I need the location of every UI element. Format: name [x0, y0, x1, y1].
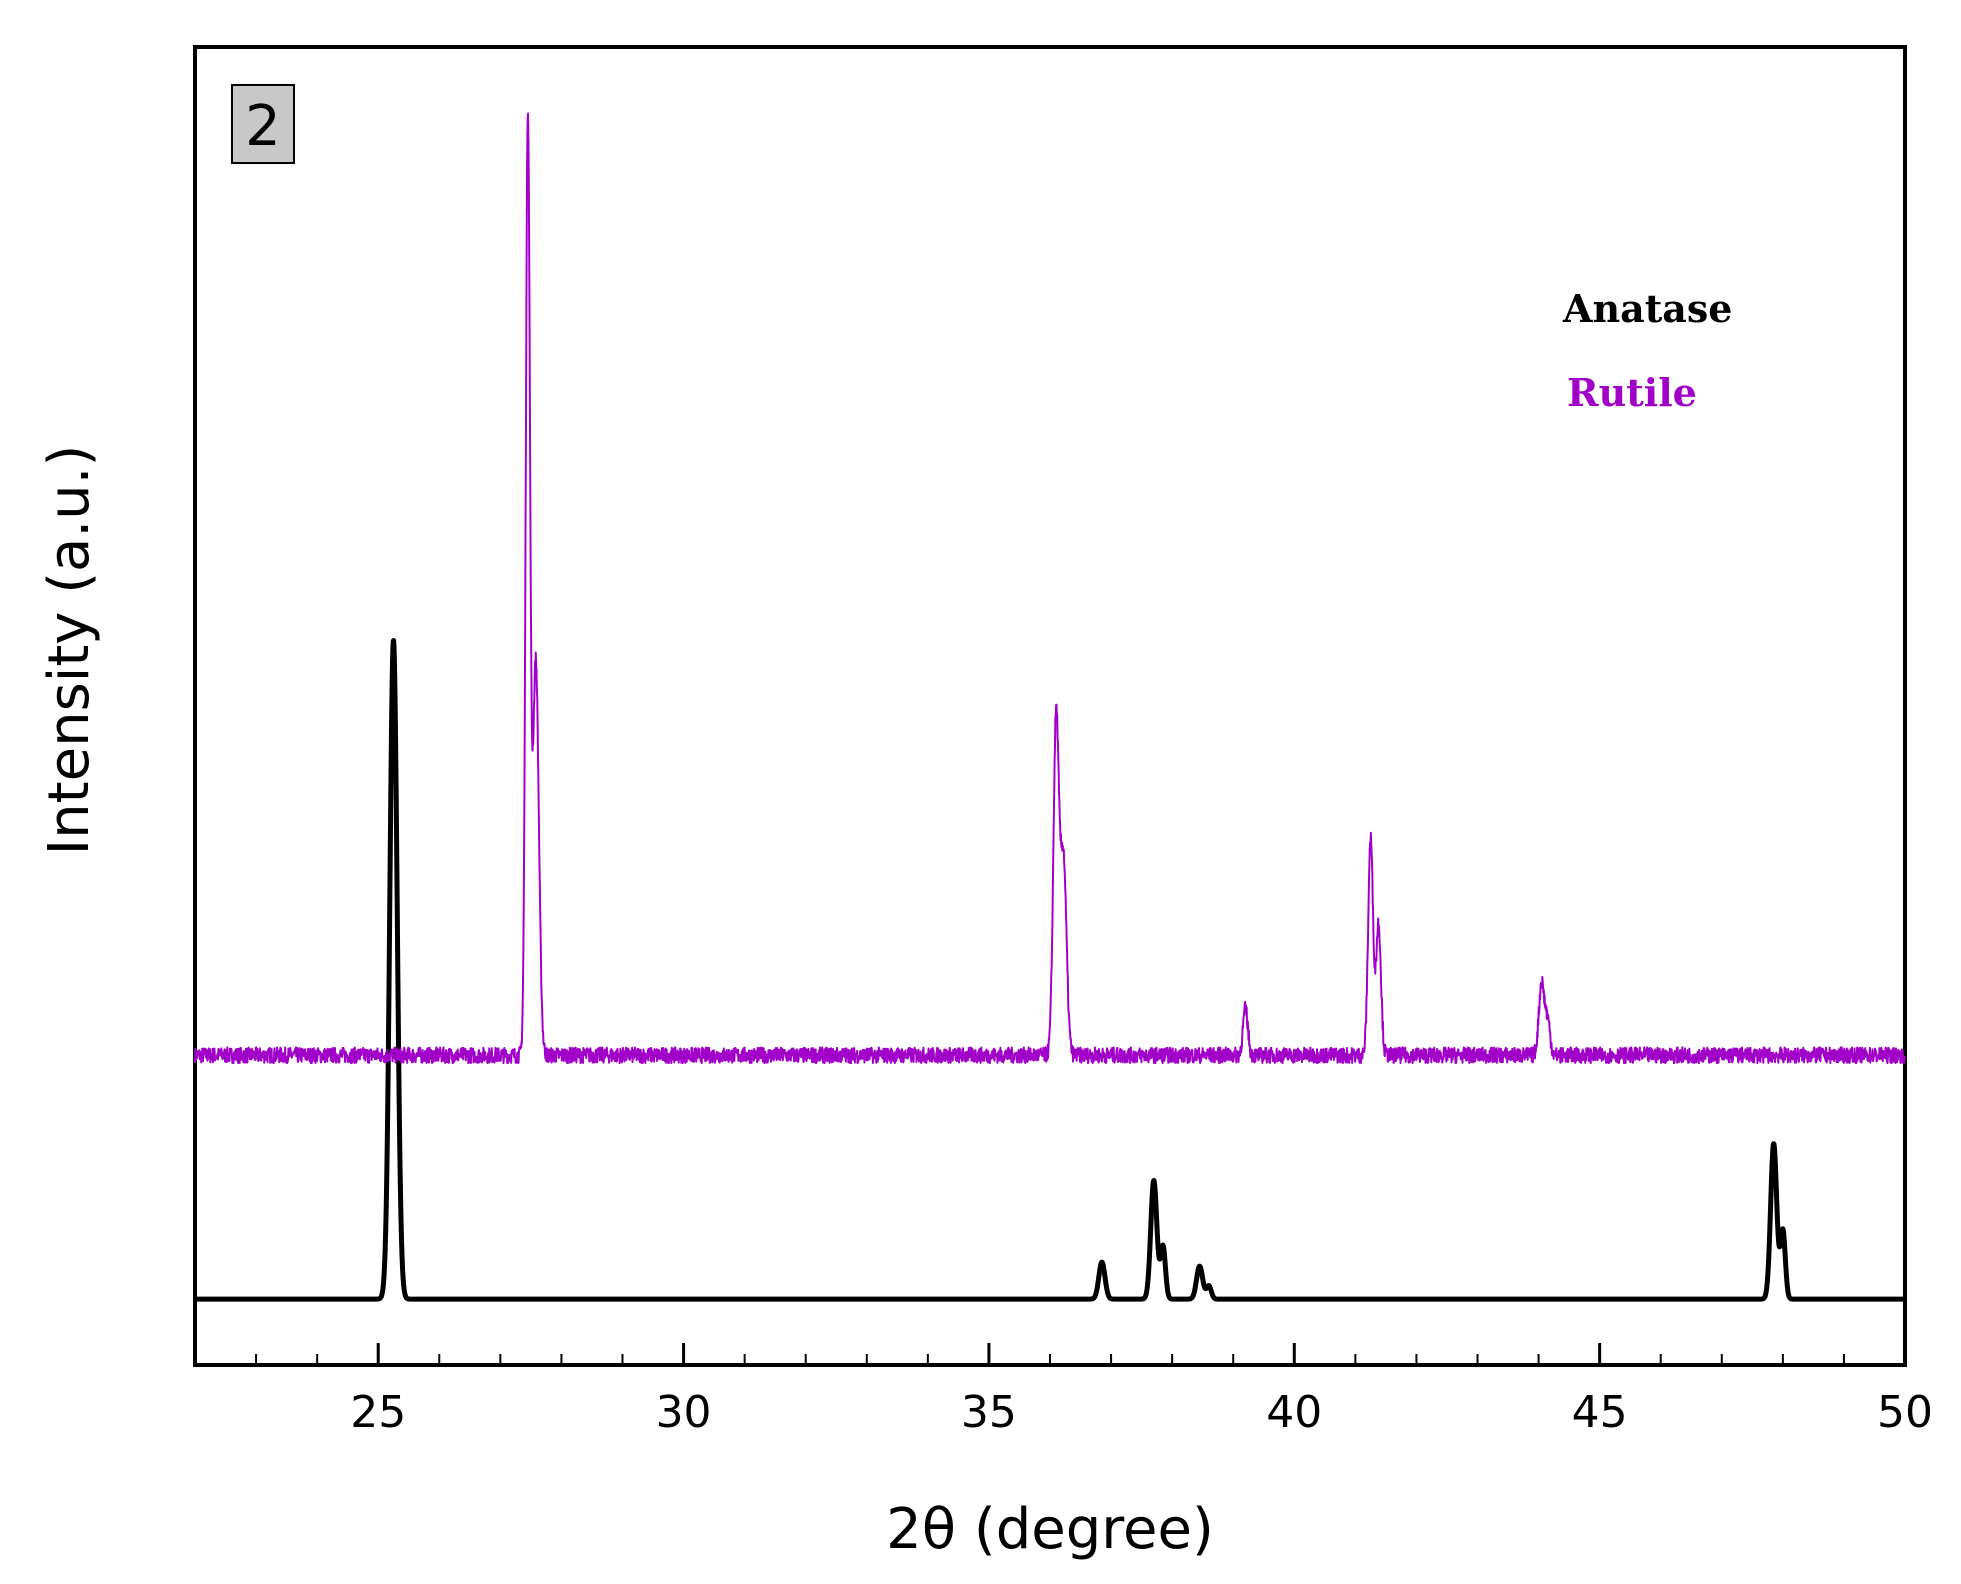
x-tick-label: 35	[961, 1387, 1017, 1438]
x-tick-label: 40	[1266, 1387, 1322, 1438]
x-tick-label: 45	[1572, 1387, 1628, 1438]
x-tick-layer: 25 30 35 40 45 50	[194, 1343, 1933, 1438]
series-line-anatase	[192, 637, 1907, 1302]
series-line-rutile	[194, 112, 1906, 1065]
legend-rutile: Rutile	[1567, 370, 1697, 415]
x-tick-label: 50	[1877, 1387, 1933, 1438]
series-layer	[192, 112, 1907, 1302]
x-axis-title: 2θ (degree)	[886, 1497, 1214, 1562]
panel-label: 2	[245, 94, 281, 159]
legend-anatase: Anatase	[1562, 286, 1732, 331]
panel-label-box	[231, 84, 295, 164]
plot-frame	[193, 45, 1907, 1367]
x-tick-label: 30	[656, 1387, 712, 1438]
y-axis-title: Intensity (a.u.)	[37, 445, 102, 856]
x-tick-label: 25	[350, 1387, 406, 1438]
